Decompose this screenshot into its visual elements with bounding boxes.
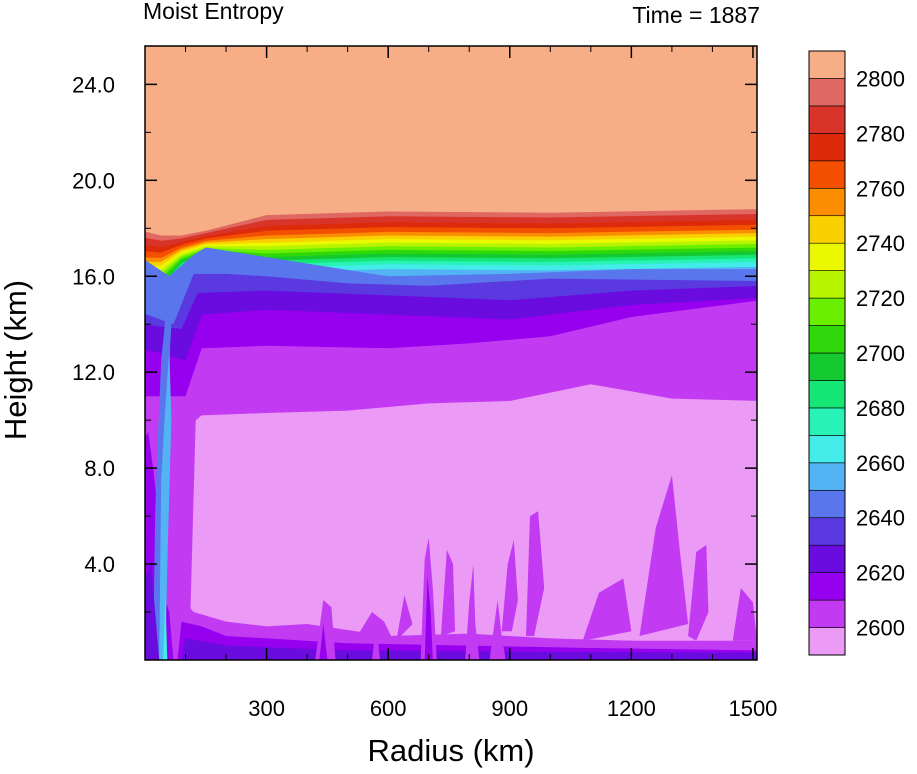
colorbar-swatch [808,435,846,464]
chart-title: Moist Entropy [143,0,284,24]
x-tick-label: 900 [491,696,528,721]
y-tick-label: 16.0 [72,264,115,289]
colorbar-label: 2660 [856,451,905,476]
axes: 300 600 900 1200 1500 4.0 8.0 12.0 16.0 20.0 24.0 [72,46,777,721]
colorbar-swatch [808,160,846,189]
colorbar-label: 2780 [856,121,905,146]
colorbar-swatch [808,462,846,491]
colorbar-swatch [808,352,846,381]
colorbar-label: 2800 [856,66,905,91]
colorbar-swatch [808,627,846,656]
colorbar-swatch [808,544,846,573]
pocket-2610-0 [639,475,689,636]
colorbar-swatch [808,297,846,326]
colorbar-label: 2700 [856,341,905,366]
colorbar-swatch [808,325,846,354]
colorbar-swatch [808,407,846,436]
colorbar-swatch [808,105,846,134]
convective-plume-3 [315,600,336,660]
eye-core [145,564,160,660]
colorbar-swatch [808,242,846,271]
eyewall-teal [163,592,168,660]
convective-plume-core-0 [424,576,433,660]
colorbar-swatch [808,50,846,79]
colorbar-swatch [808,489,846,519]
x-tick-label: 300 [248,696,285,721]
pocket-2610-4 [501,540,518,632]
colorbar-swatch [808,133,846,162]
colorbar: 2600 2620 2640 2660 2680 2700 2720 2740 2760 2780… [808,50,905,656]
convective-plume-2 [489,600,506,660]
colorbar-swatch [808,517,846,546]
x-tick-label: 600 [370,696,407,721]
colorbar-swatch [808,270,846,299]
pocket-2610-7 [355,612,393,639]
colorbar-label: 2680 [856,396,905,421]
y-tick-label: 8.0 [84,456,115,481]
colorbar-swatch [808,380,846,409]
x-tick-label: 1200 [607,696,656,721]
pocket-2610-8 [732,588,757,641]
colorbar-swatch [808,572,846,601]
y-tick-label: 4.0 [84,552,115,577]
colorbar-swatch [808,215,846,244]
y-tick-label: 24.0 [72,72,115,97]
pocket-2610-6 [396,595,413,641]
colorbar-label: 2640 [856,506,905,531]
colorbar-label: 2620 [856,561,905,586]
colorbar-frame [808,50,846,656]
pocket-2610-2 [688,544,709,641]
convective-plume-4 [372,624,381,660]
colorbar-swatch [808,78,846,107]
contour-level-2600 [189,384,757,641]
pocket-2610-1 [582,578,632,641]
pocket-2610-3 [526,511,545,636]
convective-plume-core-1 [319,624,328,660]
x-axis-label: Radius (km) [367,733,535,768]
convective-plume-1 [465,564,480,660]
colorbar-swatch [808,599,846,628]
colorbar-label: 2740 [856,231,905,256]
y-tick-label: 12.0 [72,360,115,385]
plot-frame [144,45,758,661]
colorbar-label: 2760 [856,176,905,201]
colorbar-label: 2720 [856,286,905,311]
y-tick-label: 20.0 [72,168,115,193]
colorbar-swatch [808,187,846,217]
time-annotation: Time = 1887 [632,2,760,28]
colorbar-label: 2600 [856,616,905,641]
pocket-2610-5 [440,549,456,636]
x-tick-label: 1500 [728,696,777,721]
eyewall-cyan [159,348,172,660]
contour-fill-area [145,46,757,660]
